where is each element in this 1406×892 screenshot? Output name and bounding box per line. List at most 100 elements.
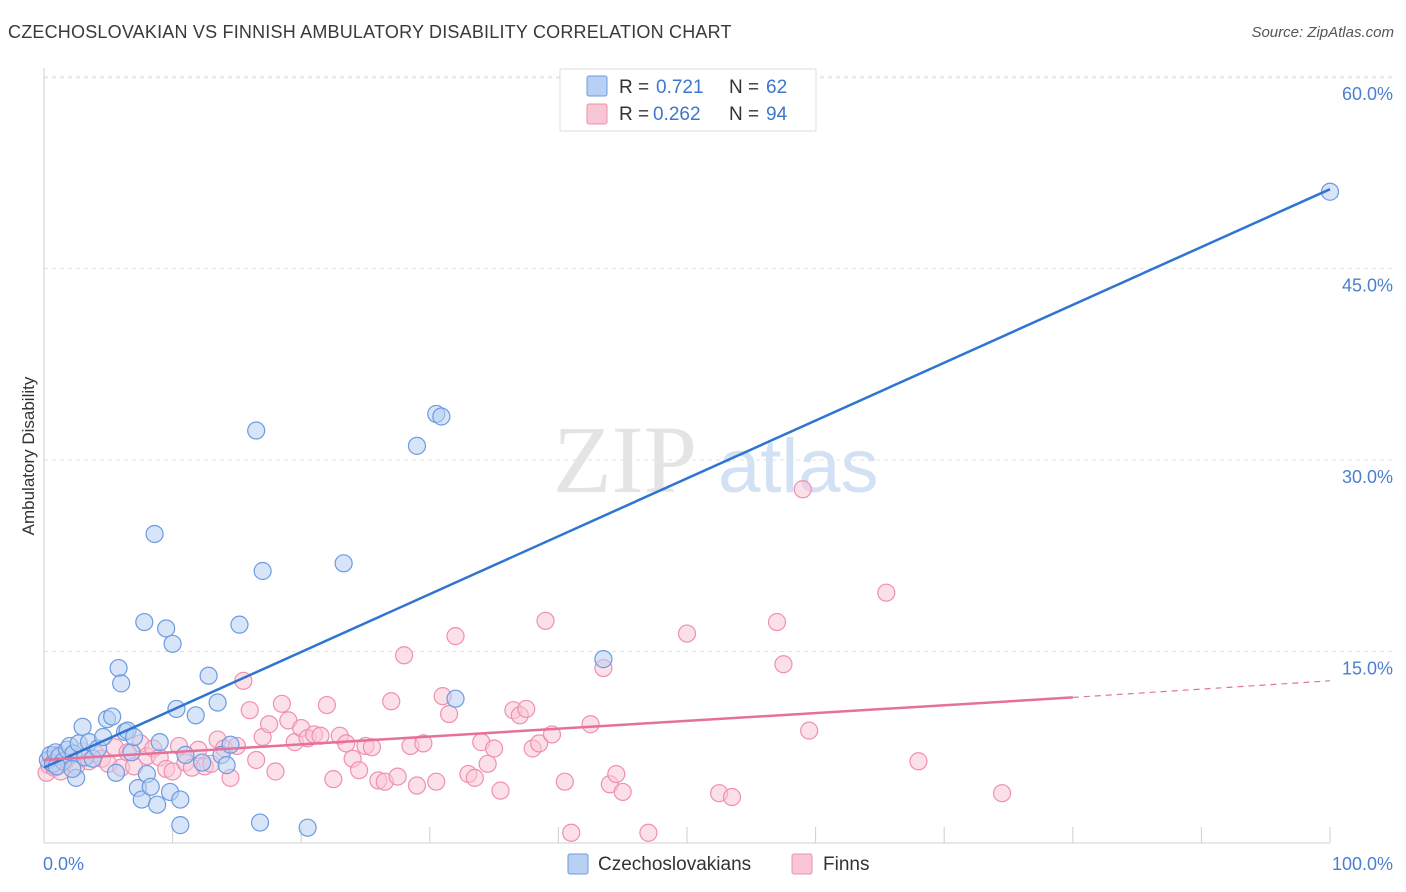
finns-points (37, 480, 1012, 842)
data-point (382, 692, 401, 711)
stats-legend: R = 0.721 N = 62 R = 0.262 N = 94 (559, 68, 817, 132)
y-tick-label: 15.0% (1342, 658, 1393, 678)
trend-line-finn-extension (1072, 680, 1331, 699)
data-point (793, 480, 812, 499)
data-point (536, 611, 555, 630)
data-point (230, 615, 249, 634)
data-point (106, 763, 126, 782)
data-point (446, 689, 465, 708)
data-point (141, 777, 160, 796)
data-point (562, 823, 581, 842)
data-point (774, 655, 793, 674)
data-point (909, 752, 928, 771)
data-point (407, 436, 427, 455)
x-tick-label-max: 100.0% (1332, 854, 1393, 874)
data-point (465, 768, 484, 787)
data-point (148, 795, 167, 814)
data-point (407, 776, 427, 795)
series-legend-label-finn: Finns (823, 854, 869, 875)
data-point (581, 715, 600, 734)
x-tick-label-min: 0.0% (43, 854, 84, 874)
chart-title: CZECHOSLOVAKIAN VS FINNISH AMBULATORY DI… (8, 22, 732, 42)
data-point (259, 715, 279, 734)
data-point (145, 524, 164, 544)
data-point (530, 734, 549, 753)
data-point (334, 554, 353, 573)
data-point (414, 734, 433, 753)
data-point (253, 561, 272, 581)
legend-r-value-czech: 0.721 (656, 77, 704, 98)
legend-n-value-czech: 62 (766, 77, 787, 98)
data-point (800, 721, 819, 740)
data-point (324, 770, 343, 789)
y-tick-label: 30.0% (1342, 467, 1393, 487)
data-point (613, 782, 632, 802)
data-point (199, 666, 218, 685)
data-point (607, 764, 626, 784)
data-point (73, 717, 92, 736)
legend-r-label-czech: R = (619, 77, 649, 98)
data-point (122, 743, 141, 762)
data-point (109, 658, 128, 678)
data-point (362, 738, 382, 757)
data-point (722, 787, 742, 807)
data-point (221, 735, 240, 754)
data-point (388, 767, 407, 786)
data-point (176, 745, 195, 764)
data-point (446, 627, 465, 646)
data-point (63, 759, 82, 779)
legend-swatch-finn (586, 103, 608, 125)
data-point (517, 699, 536, 719)
data-point (555, 772, 574, 791)
data-point (163, 762, 182, 781)
series-legend-swatch-finn (791, 853, 813, 875)
data-point (992, 784, 1012, 803)
y-axis-label: Ambulatory Disability (19, 376, 38, 535)
series-legend: Czechoslovakians Finns (567, 853, 869, 875)
series-legend-swatch-czech (567, 853, 589, 875)
data-point (250, 813, 270, 832)
trend-line-finn (43, 696, 1073, 762)
series-legend-label-czech: Czechoslovakians (598, 854, 751, 875)
legend-n-value-finn: 94 (766, 104, 788, 125)
data-point (208, 693, 227, 712)
data-point (394, 646, 414, 665)
data-point (432, 407, 451, 426)
data-point (317, 695, 337, 715)
y-tick-label: 45.0% (1342, 275, 1393, 295)
data-point (171, 790, 190, 809)
legend-n-label-finn: N = (729, 104, 759, 125)
data-point (485, 739, 504, 758)
trend-lines (43, 188, 1331, 769)
data-point (877, 583, 896, 602)
data-point (157, 619, 176, 638)
source-label: Source: ZipAtlas.com (1251, 24, 1394, 41)
data-point (298, 818, 317, 837)
legend-r-label-finn: R = (619, 104, 649, 125)
y-tick-label: 60.0% (1342, 84, 1393, 104)
watermark-zip: ZIP (553, 406, 697, 513)
data-point (439, 704, 459, 724)
legend-swatch-czech (586, 75, 608, 97)
data-point (135, 612, 154, 632)
gridlines (44, 76, 1392, 652)
data-point (103, 707, 122, 726)
data-point (272, 694, 292, 713)
data-point (163, 634, 182, 653)
data-point (193, 753, 212, 772)
data-point (677, 624, 697, 643)
data-point (240, 701, 259, 720)
data-point (594, 650, 613, 669)
data-point (337, 734, 356, 753)
data-point (171, 816, 190, 835)
data-point (349, 761, 369, 780)
data-point (427, 772, 446, 791)
data-point (186, 706, 205, 725)
data-point (491, 781, 510, 800)
legend-n-label-czech: N = (729, 77, 759, 98)
data-point (150, 733, 169, 752)
data-point (247, 421, 266, 440)
data-point (767, 612, 787, 632)
data-point (112, 674, 131, 693)
